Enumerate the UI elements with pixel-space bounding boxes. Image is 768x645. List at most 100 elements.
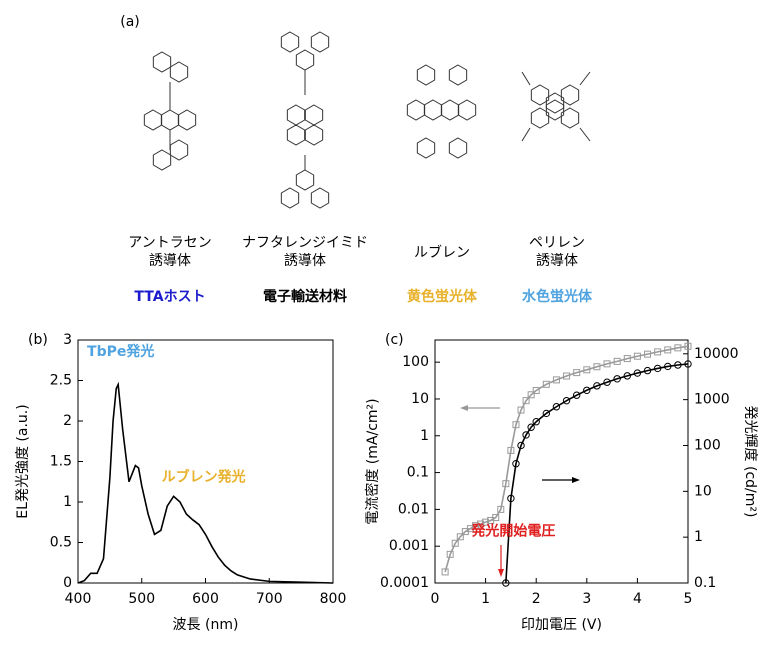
molecule-name: 誘導体 <box>149 253 191 269</box>
y-tick-label: 1.5 <box>50 454 72 470</box>
data-point <box>482 518 490 526</box>
y-tick-label: 0.0001 <box>380 575 429 591</box>
data-point <box>562 396 571 405</box>
data-point <box>674 344 682 352</box>
y2-tick-label: 10 <box>694 483 712 499</box>
data-point <box>593 382 601 390</box>
molecule-name: ペリレン <box>529 235 585 251</box>
x-axis-label: 印加電圧 (V) <box>521 617 602 633</box>
y-axis-label: EL発光強度 (a.u.) <box>15 404 31 518</box>
panel-label: (a) <box>120 14 140 30</box>
data-point <box>522 431 530 439</box>
y2-tick-label: 1000 <box>694 392 730 408</box>
arrows <box>460 405 580 577</box>
data-point <box>633 369 642 377</box>
data-point <box>653 364 662 373</box>
data-point <box>441 568 449 576</box>
y2-axis-label: 発光輝度 (cd/m²) <box>742 406 758 518</box>
data-point <box>517 441 525 450</box>
molecule-name: 誘導体 <box>536 253 578 269</box>
x-tick-label: 1 <box>481 591 490 607</box>
data-point <box>583 386 591 394</box>
data-point <box>507 446 515 454</box>
data-point <box>552 403 561 411</box>
data-point <box>633 352 641 360</box>
panel-label: (c) <box>385 332 404 348</box>
data-point <box>451 539 459 547</box>
data-point <box>512 421 520 429</box>
molecule-role: 黄色蛍光体 <box>407 288 478 305</box>
series-line <box>77 381 334 584</box>
data-point <box>502 480 510 488</box>
molecule-name: アントラセン <box>128 235 211 251</box>
data-point <box>512 460 520 468</box>
annotation: ルブレン発光 <box>162 469 246 486</box>
data-point <box>674 361 682 369</box>
y2-tick-label: 10000 <box>694 346 739 362</box>
data-point <box>603 360 611 368</box>
data-point <box>573 369 581 377</box>
y2-tick-label: 0.1 <box>694 575 716 591</box>
y-tick-label: 2.5 <box>50 373 72 389</box>
data-point <box>623 355 631 363</box>
y-tick-label: 0.001 <box>389 538 429 554</box>
data-point <box>477 520 485 528</box>
x-axis-label: 波長 (nm) <box>173 617 239 633</box>
data-point <box>492 514 500 522</box>
data-point <box>456 533 464 541</box>
x-tick-label: 4 <box>633 591 642 607</box>
y-tick-label: 0.01 <box>398 501 429 517</box>
x-tick-label: 800 <box>320 591 347 607</box>
molecule-drawings <box>143 31 591 209</box>
y-tick-label: 0 <box>63 575 72 591</box>
data-point <box>583 366 591 374</box>
data-point <box>572 391 581 399</box>
y-tick-label: 1 <box>63 494 72 510</box>
data-point <box>684 342 692 350</box>
x-tick-label: 5 <box>684 591 693 607</box>
x-tick-label: 500 <box>128 591 155 607</box>
data-point <box>542 409 551 418</box>
molecule-name: ルブレン <box>414 244 470 261</box>
data-point <box>643 366 652 375</box>
data-point <box>664 362 672 371</box>
molecule-role: 水色蛍光体 <box>522 288 593 305</box>
data-point <box>563 372 571 380</box>
data-point <box>507 494 515 503</box>
data-point <box>532 418 540 426</box>
y-tick-label: 100 <box>402 354 429 370</box>
plot-frame <box>434 339 689 584</box>
x-tick-label: 2 <box>532 591 541 607</box>
molecule-name: 誘導体 <box>284 253 326 269</box>
data-point <box>664 346 672 354</box>
annotation: TbPe発光 <box>87 343 154 360</box>
y-tick-label: 0.1 <box>407 465 429 481</box>
data-point <box>446 550 454 558</box>
x-tick-label: 0 <box>431 591 440 607</box>
x-tick-label: 600 <box>192 591 219 607</box>
x-tick-label: 3 <box>582 591 591 607</box>
annotation: 発光開始電圧 <box>470 523 555 540</box>
data-point <box>552 376 560 384</box>
data-point <box>613 357 621 365</box>
data-point <box>517 406 525 414</box>
y-tick-label: 2 <box>63 413 72 429</box>
y2-tick-label: 1 <box>694 529 703 545</box>
x-tick-label: 700 <box>256 591 283 607</box>
data-point <box>471 522 479 530</box>
data-point <box>593 363 601 371</box>
data-point <box>522 397 530 405</box>
molecule-role: 電子輸送材料 <box>263 288 347 305</box>
data-point <box>603 378 611 386</box>
data-point <box>502 579 510 587</box>
data-point <box>613 375 621 383</box>
molecule-name: ナフタレンジイミド <box>242 235 368 251</box>
y-axis-label: 電流密度 (mA/cm²) <box>364 398 381 524</box>
y2-tick-label: 100 <box>694 437 721 453</box>
data-point <box>542 380 550 388</box>
y-tick-label: 1 <box>420 428 429 444</box>
data-point <box>623 372 631 380</box>
data-point <box>532 386 540 394</box>
y-tick-label: 3 <box>63 332 72 348</box>
